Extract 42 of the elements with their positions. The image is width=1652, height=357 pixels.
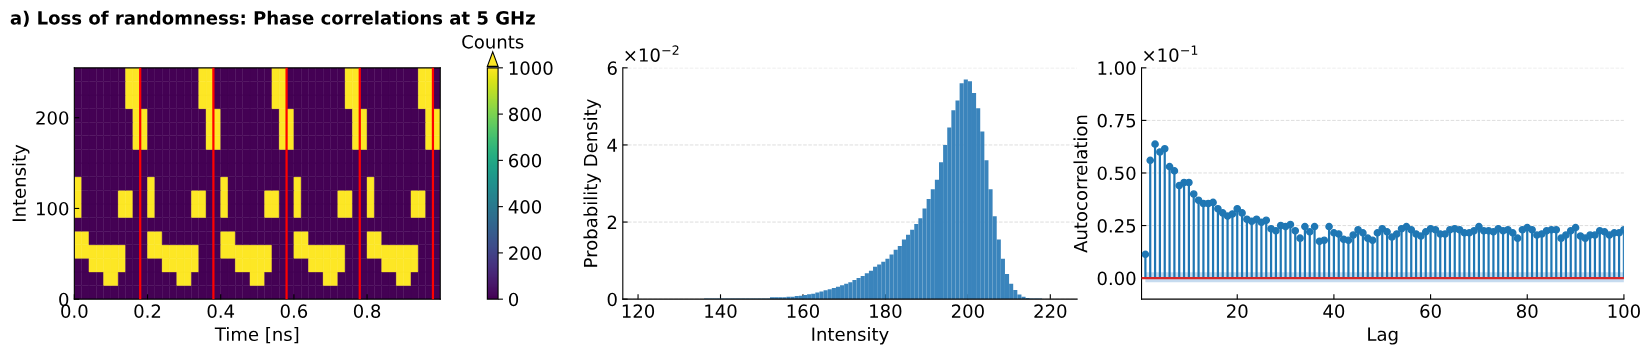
y-tick-label: 1.00 <box>1098 61 1136 75</box>
color-bar-title: Counts <box>462 34 524 49</box>
x-tick-label: 40 <box>1323 304 1345 318</box>
y-tick-label: 4 <box>607 138 617 152</box>
x-tick-label: 0.8 <box>353 304 381 318</box>
y-tick-label: 200 <box>36 111 69 125</box>
x-tick-label: 140 <box>705 304 737 318</box>
color-bar-label: 1000 <box>509 61 553 75</box>
x-tick-label: 200 <box>951 304 984 318</box>
y-axis-title: Autocorrelation <box>1073 115 1088 253</box>
y-tick-label: 0.25 <box>1097 219 1136 233</box>
x-tick-label: 120 <box>622 304 655 318</box>
y-tick-label: 2 <box>607 215 617 229</box>
y-tick-label: 6 <box>607 61 617 75</box>
x-tick-label: 220 <box>1034 304 1067 318</box>
text: ×10$^{−2}$ <box>625 45 679 62</box>
x-tick-label: 60 <box>1420 304 1441 318</box>
x-tick-label: 180 <box>870 304 902 318</box>
x-tick-label: 20 <box>1227 304 1248 318</box>
color-bar-label: 800 <box>509 107 542 122</box>
x-axis-title: Intensity <box>812 327 889 345</box>
x-tick-label: 100 <box>1608 304 1640 318</box>
x-axis-title: Time [ns] <box>214 327 299 344</box>
x-tick-label: 0.6 <box>280 304 308 318</box>
color-bar-label: 400 <box>508 200 542 214</box>
y-tick-label: 0.75 <box>1097 113 1136 128</box>
y-tick-label: 100 <box>37 201 69 216</box>
x-tick-label: 80 <box>1516 304 1538 318</box>
x-axis-title: Lag <box>1368 327 1398 345</box>
color-bar-label: 0 <box>508 292 519 307</box>
x-tick-label: 0.2 <box>134 304 161 318</box>
y-tick-label: 0.00 <box>1097 271 1136 286</box>
y-tick-label: 0 <box>607 292 617 307</box>
chart-title: a) Loss of randomness: Phase correlations at 5 GHz <box>10 10 535 27</box>
y-axis-title: Probability Density <box>583 99 601 267</box>
color-bar-label: 200 <box>509 246 542 261</box>
y-axis-title: Intensity <box>11 144 30 222</box>
x-tick-label: 160 <box>787 304 819 318</box>
x-tick-label: 0.4 <box>207 304 235 318</box>
y-tick-label: 0.50 <box>1097 166 1136 181</box>
color-bar-label: 600 <box>509 153 542 168</box>
text: ×10$^{−1}$ <box>1144 45 1198 62</box>
